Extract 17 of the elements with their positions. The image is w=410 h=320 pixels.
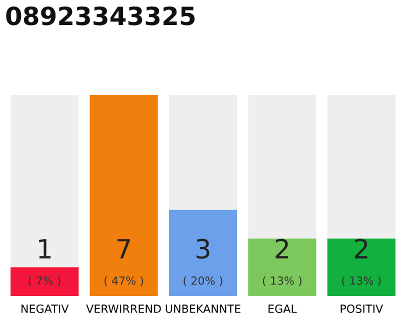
data-label: 2 xyxy=(354,238,368,258)
data-label: 7 xyxy=(118,239,130,258)
annotation: ( 47% ) xyxy=(104,276,144,286)
x-tick-label: VERWIRREND xyxy=(86,304,161,313)
annotation: ( 13% ) xyxy=(342,276,381,286)
bar xyxy=(10,267,79,296)
annotation: ( 13% ) xyxy=(262,276,302,286)
data-label: 2 xyxy=(276,238,288,258)
x-tick-label: UNBEKANNTE xyxy=(166,304,240,313)
chart-title: 08923343325 xyxy=(6,6,195,26)
annotation: ( 20% ) xyxy=(184,276,222,286)
data-label: 1 xyxy=(39,239,51,258)
x-tick-label: EGAL xyxy=(268,304,297,313)
annotation: ( 7% ) xyxy=(28,276,60,286)
x-tick-label: POSITIV xyxy=(340,304,384,313)
data-label: 3 xyxy=(196,238,210,259)
x-tick-label: NEGATIV xyxy=(22,304,69,313)
